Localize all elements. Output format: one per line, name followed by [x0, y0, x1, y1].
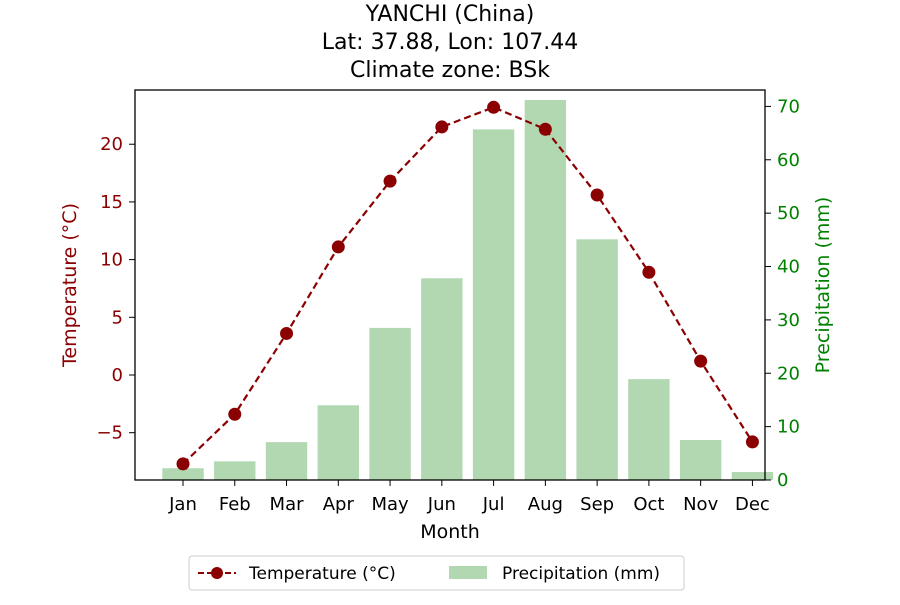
- left-tick-label: 5: [112, 307, 123, 328]
- temp-point-may: [383, 174, 397, 188]
- legend-temperature-marker: [211, 567, 223, 579]
- left-axis-ticks: −5 0 5 10 15 20: [96, 134, 135, 444]
- temp-point-jun: [435, 120, 449, 134]
- x-tick-label: Dec: [735, 494, 770, 515]
- left-tick-label: 0: [112, 365, 123, 386]
- temperature-line: [176, 100, 759, 471]
- right-axis-ticks: 0 10 20 30 40 50 60 70: [765, 96, 800, 491]
- precip-bar-jan: [162, 468, 204, 480]
- left-tick-label: −5: [96, 423, 123, 444]
- right-tick-label: 10: [777, 417, 800, 438]
- temp-point-jul: [487, 100, 501, 114]
- x-tick-label: Jul: [482, 494, 505, 515]
- temp-point-aug: [538, 122, 552, 136]
- x-tick-label: Nov: [683, 494, 718, 515]
- precip-bar-apr: [317, 405, 360, 480]
- legend-box: [188, 555, 685, 591]
- temp-point-nov: [694, 354, 708, 368]
- title-line-2: Lat: 37.88, Lon: 107.44: [322, 30, 578, 55]
- temp-point-dec: [745, 435, 759, 449]
- right-tick-label: 20: [777, 363, 800, 384]
- x-axis-label: Month: [420, 521, 480, 543]
- x-tick-label: May: [371, 494, 409, 515]
- left-tick-label: 10: [100, 250, 123, 271]
- precip-bar-dec: [731, 471, 774, 480]
- left-tick-label: 15: [100, 192, 123, 213]
- title-line-1: YANCHI (China): [365, 2, 535, 27]
- left-tick-label: 20: [100, 134, 123, 155]
- x-tick-label: Apr: [323, 494, 355, 515]
- precip-bar-mar: [265, 442, 308, 480]
- legend-precipitation-label: Precipitation (mm): [502, 564, 660, 584]
- precip-bar-feb: [214, 461, 256, 480]
- right-axis-label: Precipitation (mm): [812, 197, 834, 374]
- temp-point-apr: [331, 240, 345, 254]
- x-tick-label: Oct: [633, 494, 664, 515]
- x-tick-label: Jan: [168, 494, 197, 515]
- right-tick-label: 40: [777, 257, 800, 278]
- right-tick-label: 30: [777, 310, 800, 331]
- legend: Temperature (°C) Precipitation (mm): [188, 555, 685, 591]
- left-axis-label: Temperature (°C): [59, 203, 81, 368]
- x-tick-label: Jun: [427, 494, 456, 515]
- title-line-3: Climate zone: BSk: [350, 58, 550, 83]
- precipitation-bars: [162, 100, 774, 480]
- temp-point-sep: [590, 188, 604, 202]
- x-tick-label: Mar: [270, 494, 305, 515]
- precip-bar-sep: [576, 239, 618, 480]
- chart-title: YANCHI (China) Lat: 37.88, Lon: 107.44 C…: [322, 2, 578, 83]
- temp-point-jan: [176, 457, 190, 471]
- legend-temperature-label: Temperature (°C): [248, 564, 396, 584]
- precip-bar-may: [369, 327, 411, 480]
- precip-bar-jun: [421, 278, 463, 480]
- temperature-series-line: [182, 106, 754, 465]
- temp-point-oct: [642, 265, 656, 279]
- temp-point-mar: [280, 326, 294, 340]
- precip-bar-aug: [524, 100, 567, 480]
- right-tick-label: 70: [777, 96, 800, 117]
- right-tick-label: 60: [777, 150, 800, 171]
- x-tick-label: Sep: [580, 494, 614, 515]
- legend-precipitation-patch: [449, 566, 487, 579]
- x-tick-label: Feb: [219, 494, 251, 515]
- temp-point-feb: [228, 407, 242, 421]
- right-tick-label: 50: [777, 203, 800, 224]
- plot-frame: [134, 89, 766, 481]
- precip-bar-jul: [472, 129, 515, 480]
- precip-bar-oct: [628, 379, 670, 480]
- x-axis-ticks: Jan Feb Mar Apr May Jun Jul Aug Sep Oct Nov Dec: [168, 480, 770, 515]
- precip-bar-nov: [679, 439, 722, 480]
- right-tick-label: 0: [777, 470, 788, 491]
- x-tick-label: Aug: [528, 494, 563, 515]
